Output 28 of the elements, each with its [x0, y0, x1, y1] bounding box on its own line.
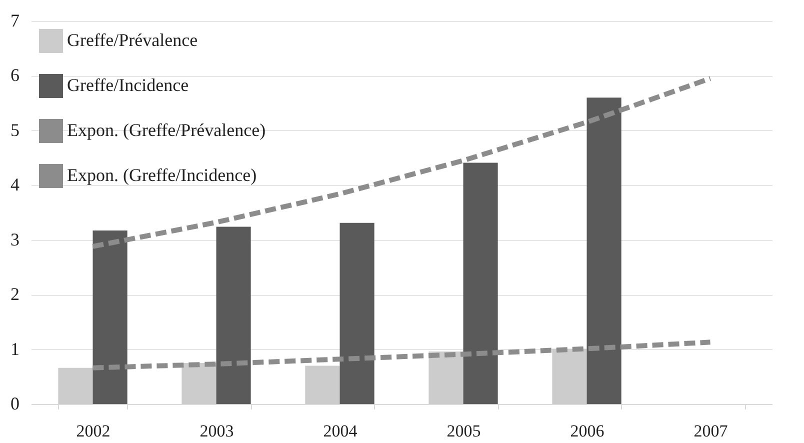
- bar: [58, 368, 93, 404]
- bar: [463, 162, 498, 404]
- y-tick-label: 4: [10, 174, 20, 195]
- bar: [552, 348, 587, 404]
- bar: [428, 351, 464, 404]
- x-tick-label: 2007: [694, 422, 728, 440]
- bar: [305, 366, 340, 404]
- legend-label: Expon. (Greffe/Prévalence): [67, 120, 266, 140]
- legend-label: Expon. (Greffe/Incidence): [67, 165, 257, 185]
- bar: [586, 98, 622, 404]
- bar: [182, 362, 216, 404]
- x-tick-label: 2005: [446, 422, 481, 440]
- x-tick-label: 2002: [76, 422, 110, 440]
- y-tick-label: 3: [10, 229, 20, 250]
- bar: [92, 230, 128, 404]
- legend-label: Greffe/Incidence: [67, 75, 189, 95]
- y-tick-label: 0: [10, 394, 20, 414]
- legend-label: Greffe/Prévalence: [67, 30, 198, 50]
- y-tick-label: 2: [10, 284, 20, 304]
- x-tick-label: 2006: [570, 422, 604, 440]
- bar: [340, 222, 374, 404]
- bar: [216, 226, 251, 404]
- x-tick-label: 2004: [323, 422, 358, 440]
- y-tick-label: 6: [10, 65, 20, 86]
- y-tick-label: 5: [10, 120, 20, 140]
- x-tick-label: 2003: [200, 422, 234, 440]
- y-tick-label: 1: [10, 338, 20, 359]
- y-tick-label: 7: [10, 10, 20, 30]
